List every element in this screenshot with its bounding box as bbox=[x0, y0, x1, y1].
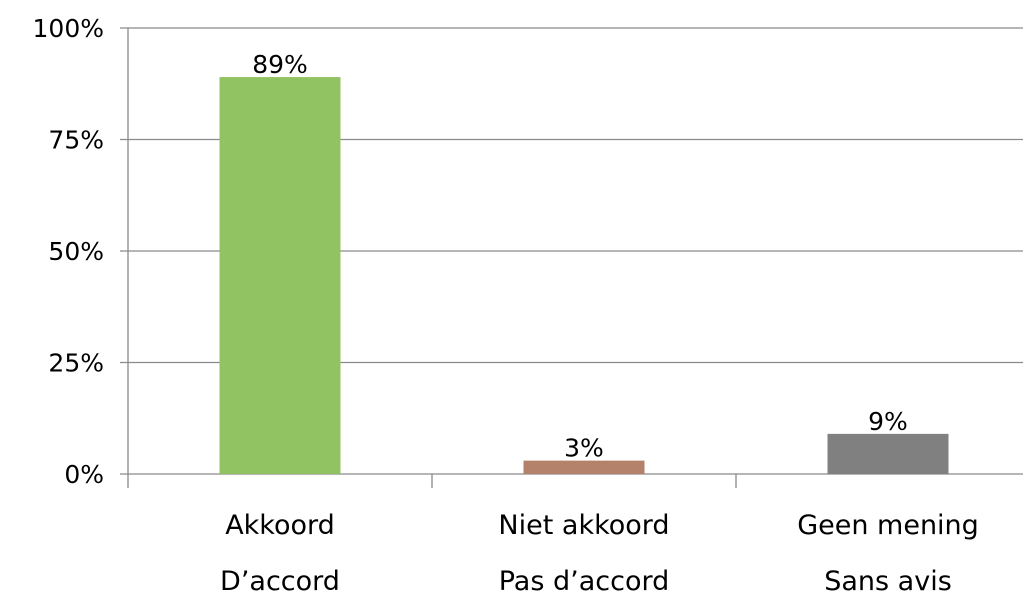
labels: 0% 25% 50% 75% 100% 89% Akkoord D’accord 3% Niet … bbox=[33, 14, 979, 597]
y-tick-label: 75% bbox=[48, 126, 104, 155]
y-tick-label: 100% bbox=[33, 14, 104, 43]
bar bbox=[219, 77, 341, 474]
y-tick-label: 25% bbox=[48, 349, 104, 378]
x-category-label: Geen mening bbox=[797, 510, 979, 541]
bars bbox=[219, 77, 949, 474]
data-label: 9% bbox=[868, 407, 908, 436]
y-tick-label: 0% bbox=[64, 460, 104, 489]
data-label: 3% bbox=[564, 434, 604, 463]
x-category-label: Sans avis bbox=[824, 566, 952, 597]
x-category-label: Pas d’accord bbox=[499, 566, 670, 597]
x-category-label: Akkoord bbox=[225, 510, 335, 541]
x-category-label: Niet akkoord bbox=[498, 510, 669, 541]
y-tick-label: 50% bbox=[48, 237, 104, 266]
bar bbox=[827, 433, 949, 474]
bar bbox=[523, 460, 645, 474]
x-category-label: D’accord bbox=[220, 566, 340, 597]
data-label: 89% bbox=[252, 50, 308, 79]
